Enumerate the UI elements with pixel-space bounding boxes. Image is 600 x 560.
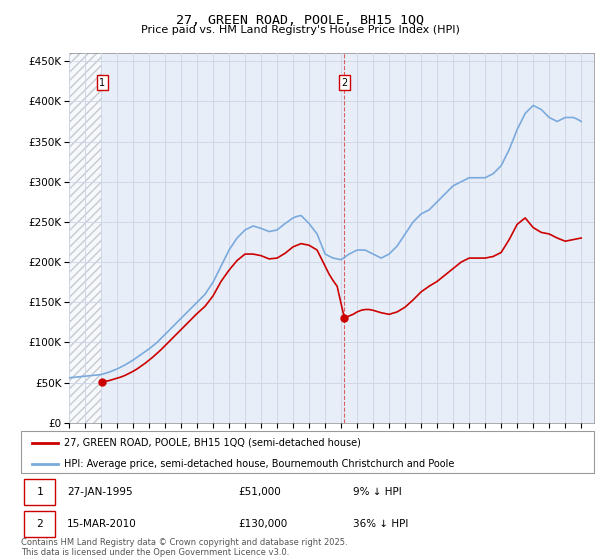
Text: Contains HM Land Registry data © Crown copyright and database right 2025.
This d: Contains HM Land Registry data © Crown c… [21, 538, 347, 557]
Text: 2: 2 [341, 78, 347, 88]
Text: 1: 1 [99, 78, 105, 88]
Text: 27, GREEN ROAD, POOLE, BH15 1QQ (semi-detached house): 27, GREEN ROAD, POOLE, BH15 1QQ (semi-de… [64, 438, 361, 448]
FancyBboxPatch shape [21, 431, 594, 473]
Text: 1: 1 [37, 487, 43, 497]
Text: 27-JAN-1995: 27-JAN-1995 [67, 487, 133, 497]
Text: 9% ↓ HPI: 9% ↓ HPI [353, 487, 402, 497]
Text: 36% ↓ HPI: 36% ↓ HPI [353, 519, 409, 529]
Text: £51,000: £51,000 [239, 487, 281, 497]
Text: 15-MAR-2010: 15-MAR-2010 [67, 519, 137, 529]
Bar [69, 53, 102, 423]
FancyBboxPatch shape [24, 479, 55, 505]
Text: 27, GREEN ROAD, POOLE, BH15 1QQ: 27, GREEN ROAD, POOLE, BH15 1QQ [176, 14, 424, 27]
Text: £130,000: £130,000 [239, 519, 288, 529]
Text: 2: 2 [37, 519, 43, 529]
Text: HPI: Average price, semi-detached house, Bournemouth Christchurch and Poole: HPI: Average price, semi-detached house,… [64, 459, 454, 469]
Text: Price paid vs. HM Land Registry's House Price Index (HPI): Price paid vs. HM Land Registry's House … [140, 25, 460, 35]
FancyBboxPatch shape [24, 511, 55, 537]
